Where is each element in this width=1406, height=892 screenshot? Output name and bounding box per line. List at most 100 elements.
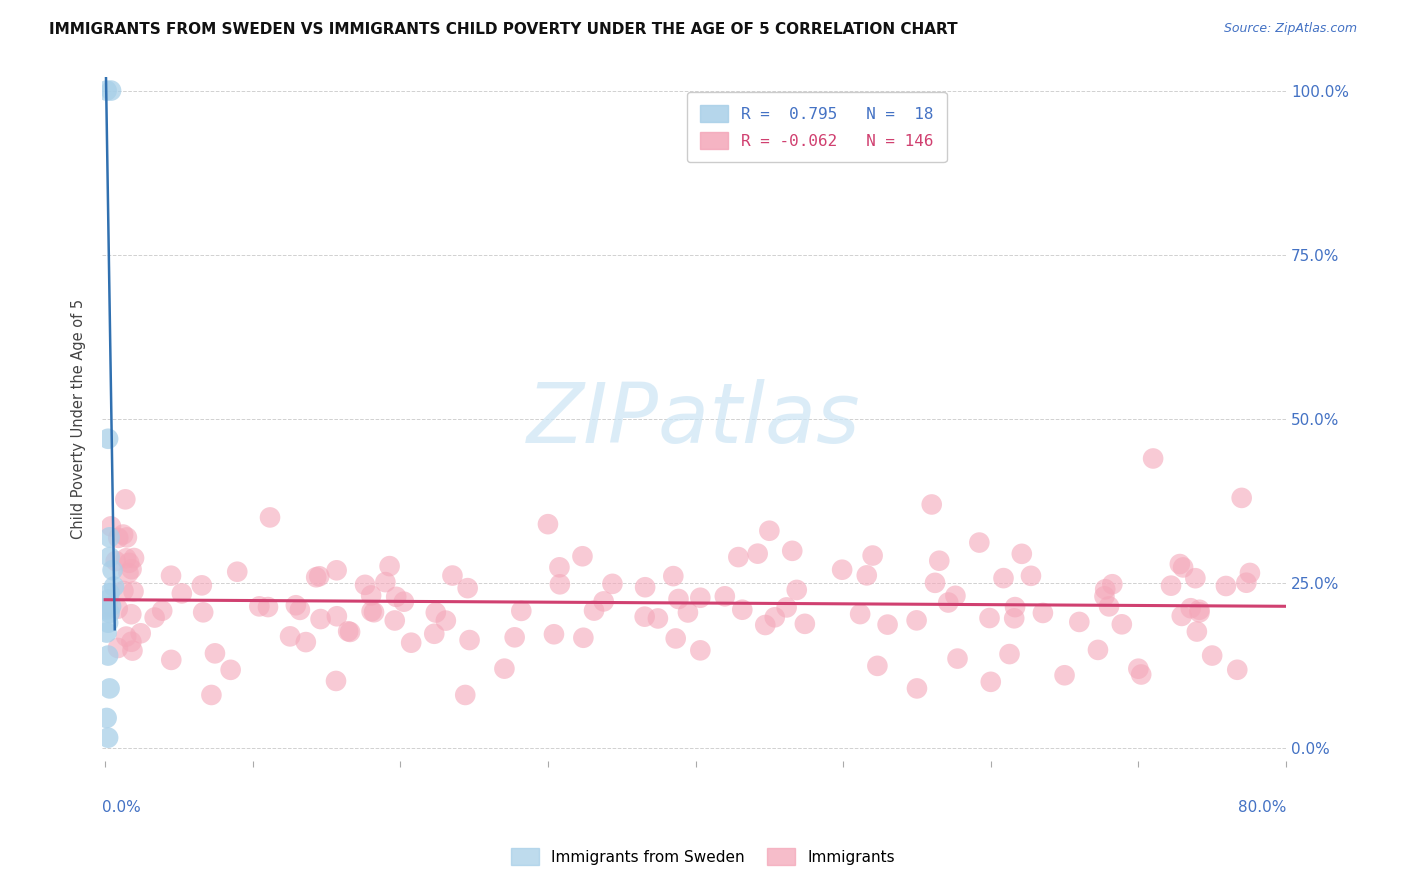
Point xyxy=(1111,617,1133,632)
Point xyxy=(143,610,166,624)
Point xyxy=(115,630,138,644)
Point xyxy=(160,568,183,582)
Point xyxy=(1160,579,1182,593)
Point xyxy=(979,611,1001,625)
Point xyxy=(1142,451,1164,466)
Point xyxy=(309,612,332,626)
Point xyxy=(122,551,145,566)
Point xyxy=(360,604,382,618)
Point xyxy=(1188,606,1211,620)
Point xyxy=(548,577,571,591)
Point xyxy=(1094,589,1116,603)
Point xyxy=(385,590,408,604)
Point xyxy=(337,624,360,639)
Point xyxy=(1069,615,1091,629)
Point xyxy=(548,560,571,574)
Point xyxy=(115,530,138,544)
Point xyxy=(114,492,136,507)
Point xyxy=(96,600,118,615)
Point xyxy=(1239,566,1261,580)
Point xyxy=(295,635,318,649)
Point xyxy=(103,580,125,594)
Point xyxy=(793,616,815,631)
Point xyxy=(204,646,226,660)
Point xyxy=(423,627,446,641)
Point xyxy=(118,556,141,570)
Point xyxy=(107,601,129,615)
Point xyxy=(226,565,249,579)
Text: IMMIGRANTS FROM SWEDEN VS IMMIGRANTS CHILD POVERTY UNDER THE AGE OF 5 CORRELATIO: IMMIGRANTS FROM SWEDEN VS IMMIGRANTS CHI… xyxy=(49,22,957,37)
Point xyxy=(374,575,396,590)
Point xyxy=(1171,608,1194,623)
Point xyxy=(1215,579,1237,593)
Point xyxy=(855,568,877,582)
Point xyxy=(1011,547,1033,561)
Point xyxy=(117,566,139,580)
Point xyxy=(121,643,143,657)
Point xyxy=(150,604,173,618)
Point xyxy=(325,673,347,688)
Point xyxy=(980,674,1002,689)
Point xyxy=(1171,560,1194,574)
Point xyxy=(384,614,406,628)
Point xyxy=(104,554,127,568)
Point xyxy=(754,618,776,632)
Point xyxy=(97,592,120,607)
Point xyxy=(921,498,943,512)
Point xyxy=(634,609,657,624)
Point xyxy=(1180,601,1202,615)
Point xyxy=(905,613,928,627)
Point xyxy=(458,633,481,648)
Point xyxy=(862,549,884,563)
Point xyxy=(876,617,898,632)
Point xyxy=(494,662,516,676)
Point xyxy=(1053,668,1076,682)
Point xyxy=(101,563,124,577)
Point xyxy=(1101,577,1123,591)
Point xyxy=(100,519,122,533)
Point xyxy=(1098,599,1121,614)
Point xyxy=(758,524,780,538)
Point xyxy=(454,688,477,702)
Point xyxy=(1087,643,1109,657)
Point xyxy=(924,575,946,590)
Point xyxy=(339,624,361,639)
Point xyxy=(831,563,853,577)
Point xyxy=(288,603,311,617)
Point xyxy=(1230,491,1253,505)
Point xyxy=(170,586,193,600)
Point xyxy=(257,600,280,615)
Point xyxy=(786,582,808,597)
Point xyxy=(714,589,737,603)
Point xyxy=(326,609,349,624)
Point xyxy=(247,599,270,614)
Point xyxy=(457,581,479,595)
Point xyxy=(936,595,959,609)
Legend: Immigrants from Sweden, Immigrants: Immigrants from Sweden, Immigrants xyxy=(505,842,901,871)
Point xyxy=(354,578,377,592)
Point xyxy=(96,711,118,725)
Point xyxy=(1094,582,1116,597)
Point xyxy=(97,615,120,630)
Point xyxy=(98,681,121,696)
Point xyxy=(928,554,950,568)
Point xyxy=(363,605,385,619)
Point xyxy=(97,432,120,446)
Point xyxy=(537,517,560,532)
Point xyxy=(97,731,120,745)
Point xyxy=(747,547,769,561)
Point xyxy=(1128,662,1150,676)
Point xyxy=(96,84,118,98)
Point xyxy=(399,636,422,650)
Point xyxy=(100,84,122,98)
Point xyxy=(945,589,967,603)
Point xyxy=(731,603,754,617)
Text: 80.0%: 80.0% xyxy=(1237,799,1286,814)
Point xyxy=(193,605,215,619)
Point xyxy=(129,626,152,640)
Point xyxy=(121,562,143,576)
Point xyxy=(325,563,347,577)
Point xyxy=(96,625,118,640)
Point xyxy=(775,600,797,615)
Point xyxy=(107,531,129,545)
